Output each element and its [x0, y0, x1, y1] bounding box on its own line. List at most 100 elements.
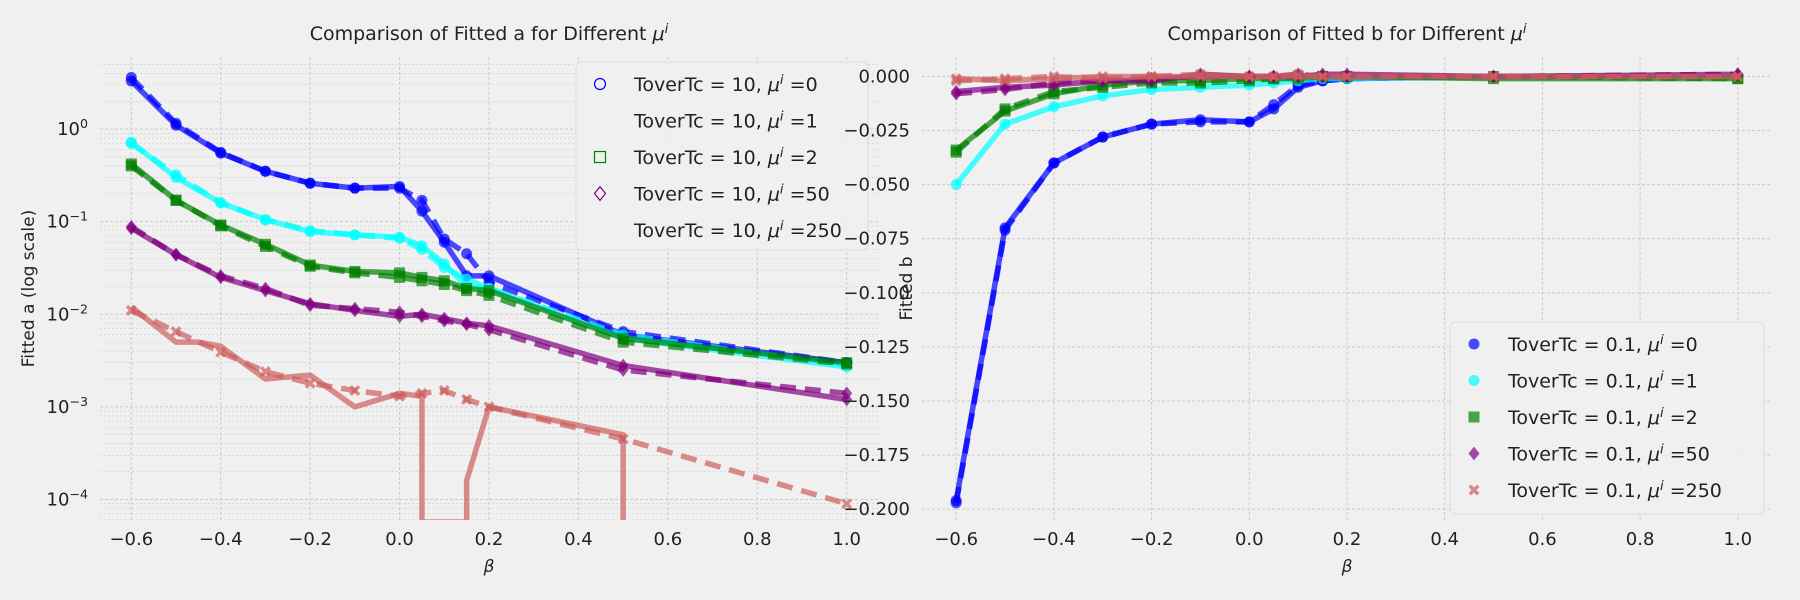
data-point: [1292, 68, 1304, 80]
data-point: [841, 358, 853, 370]
data-point: [1268, 70, 1280, 82]
data-point: [461, 285, 473, 297]
legend-marker: [593, 185, 607, 202]
legend-marker: [1468, 484, 1480, 496]
data-point: [349, 229, 361, 241]
legend-label: ToverTc = 0.1, μi =2: [1507, 406, 1698, 430]
data-point: [1488, 70, 1500, 82]
data-point: [394, 271, 406, 283]
data-point: [259, 281, 271, 296]
data-point: [394, 305, 406, 320]
y-tick-label: 10−2: [47, 301, 88, 326]
x-tick-label: 0.6: [654, 529, 683, 550]
data-point: [170, 247, 182, 262]
legend-frame: [575, 61, 869, 251]
chart-title: Comparison of Fitted b for Different μi: [1167, 22, 1526, 46]
data-point: [617, 363, 629, 377]
legend-label: ToverTc = 10, μi =2: [633, 146, 818, 170]
data-point: [125, 219, 137, 234]
data-point: [259, 214, 271, 226]
data-point: [950, 179, 962, 191]
data-point: [999, 118, 1011, 130]
data-point: [1732, 70, 1744, 82]
data-point: [950, 497, 962, 509]
y-tick-label: 10−1: [47, 208, 88, 233]
data-point: [999, 224, 1011, 236]
data-point: [1194, 116, 1206, 128]
data-point: [617, 433, 629, 445]
legend: ToverTc = 0.1, μi =0 ToverTc = 0.1, μi =1…: [1449, 321, 1765, 515]
data-point: [438, 385, 450, 397]
chart-title: Comparison of Fitted a for Different μi: [310, 22, 669, 46]
legend-label: ToverTc = 0.1, μi =50: [1507, 442, 1710, 466]
x-tick-label: −0.2: [1130, 529, 1174, 550]
data-point: [1048, 101, 1060, 113]
data-point: [999, 103, 1011, 115]
data-point: [1243, 116, 1255, 128]
data-point: [215, 197, 227, 209]
y-tick-label: 10−4: [47, 486, 88, 511]
data-point: [461, 248, 473, 260]
data-point: [416, 275, 428, 287]
data-point: [416, 194, 428, 206]
legend-label: ToverTc = 10, μi =0: [633, 73, 818, 97]
data-point: [1048, 157, 1060, 169]
legend-label: ToverTc = 0.1, μi =0: [1507, 333, 1698, 357]
data-point: [1097, 90, 1109, 102]
x-tick-label: 0.8: [743, 529, 772, 550]
data-point: [950, 86, 962, 101]
series-group: [125, 72, 853, 520]
data-point: [349, 301, 361, 316]
legend-frame: [1449, 321, 1765, 515]
x-tick-label: 0.0: [1235, 529, 1264, 550]
fitted-b-panel: −0.6 −0.4 −0.2 0.0 0.2 0.4 0.6 0.8 1.0 0.000 −0.02…: [843, 22, 1772, 577]
fitted-a-panel: −0.6 −0.4 −0.2 0.0 0.2 0.4 0.6 0.8 1.010−410−310…: [19, 22, 878, 577]
data-point: [215, 146, 227, 158]
legend-marker: [1468, 375, 1480, 386]
x-tick-label: 0.6: [1528, 529, 1557, 550]
x-tick-label: 0.2: [1333, 529, 1362, 550]
y-tick-label: −0.150: [843, 391, 910, 412]
data-point: [349, 385, 361, 397]
x-axis-label: β: [483, 557, 495, 577]
legend-marker: [1468, 338, 1480, 350]
x-tick-label: −0.4: [1032, 529, 1076, 550]
x-tick-label: 0.0: [385, 529, 414, 550]
data-point: [416, 309, 428, 324]
legend: ToverTc = 10, μi =0 ToverTc = 10, μi =1 To…: [575, 61, 869, 251]
data-point: [215, 220, 227, 232]
data-point: [304, 260, 316, 272]
data-point: [841, 386, 853, 401]
data-point: [1341, 70, 1353, 82]
x-axis-label: β: [1341, 557, 1353, 577]
legend-marker: [1468, 411, 1480, 423]
data-point: [1243, 70, 1255, 82]
x-tick-label: 0.4: [564, 529, 593, 550]
legend-marker: [593, 150, 607, 164]
data-point: [483, 289, 495, 301]
data-point: [461, 273, 473, 285]
data-point: [170, 117, 182, 129]
x-tick-labels: −0.6 −0.4 −0.2 0.0 0.2 0.4 0.6 0.8 1.0: [109, 529, 861, 550]
data-point: [483, 401, 495, 413]
data-point: [349, 267, 361, 279]
y-axis-label: Fitted a (log scale): [19, 210, 39, 367]
data-point: [461, 317, 473, 332]
x-tick-label: 1.0: [1723, 529, 1752, 550]
x-tick-label: −0.6: [109, 529, 153, 550]
y-tick-label: 10−3: [47, 393, 88, 418]
data-point: [438, 313, 450, 328]
y-tick-label: −0.100: [843, 283, 910, 304]
data-point: [125, 72, 137, 84]
y-tick-label: 0.000: [858, 66, 910, 87]
data-point: [1194, 68, 1206, 80]
data-point: [349, 182, 361, 194]
data-point: [125, 304, 137, 316]
legend-label: ToverTc = 10, μi =250: [633, 219, 842, 243]
data-point: [1048, 70, 1060, 82]
legend-label: ToverTc = 0.1, μi =250: [1507, 479, 1722, 503]
data-point: [1146, 70, 1158, 82]
data-point: [1317, 70, 1329, 82]
data-point: [394, 390, 406, 402]
